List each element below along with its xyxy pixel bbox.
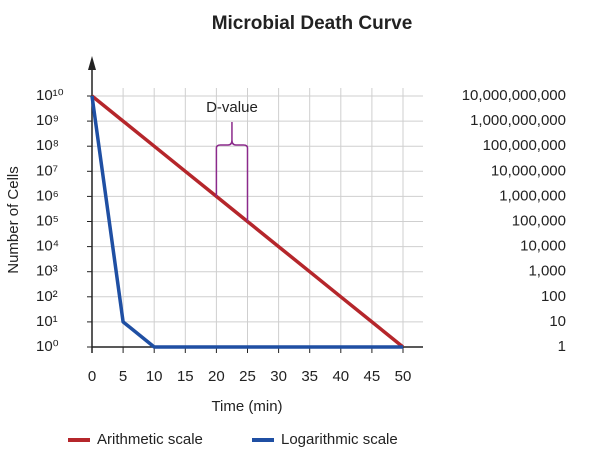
y-tick-label: 10² bbox=[36, 288, 58, 305]
y2-tick-label: 1,000,000 bbox=[499, 187, 566, 204]
x-tick-label: 50 bbox=[395, 368, 412, 385]
chart-title: Microbial Death Curve bbox=[212, 13, 413, 34]
x-tick-label: 30 bbox=[270, 368, 287, 385]
y-tick-label: 10⁶ bbox=[36, 187, 59, 204]
y-axis-label: Number of Cells bbox=[5, 166, 22, 274]
x-tick-label: 15 bbox=[177, 368, 194, 385]
y2-tick-label: 100 bbox=[541, 288, 566, 305]
y-tick-label: 10⁷ bbox=[36, 162, 58, 179]
y2-tick-label: 1,000,000,000 bbox=[470, 112, 566, 129]
y-tick-label: 10⁵ bbox=[36, 212, 59, 229]
x-tick-label: 10 bbox=[146, 368, 163, 385]
y-tick-label: 10³ bbox=[36, 263, 58, 280]
y-axis-arrow bbox=[88, 56, 96, 70]
x-axis-label: Time (min) bbox=[211, 398, 282, 415]
y2-tick-label: 10,000,000 bbox=[491, 162, 566, 179]
annotation-bracket bbox=[215, 122, 249, 222]
x-tick-label: 5 bbox=[119, 368, 127, 385]
y-tick-label: 10¹ bbox=[36, 313, 58, 330]
legend-label: Arithmetic scale bbox=[97, 431, 203, 448]
y2-tick-label: 10,000 bbox=[520, 238, 566, 255]
y2-tick-label: 10,000,000,000 bbox=[462, 87, 566, 104]
x-tick-label: 45 bbox=[364, 368, 381, 385]
x-tick-label: 25 bbox=[239, 368, 256, 385]
x-tick-label: 0 bbox=[88, 368, 96, 385]
y-tick-label: 10¹⁰ bbox=[36, 87, 64, 104]
legend-label: Logarithmic scale bbox=[281, 431, 398, 448]
y2-tick-label: 100,000,000 bbox=[483, 137, 566, 154]
y2-tick-label: 1 bbox=[558, 338, 566, 355]
y-tick-label: 10⁹ bbox=[36, 112, 59, 129]
y2-tick-label: 1,000 bbox=[528, 263, 566, 280]
y2-tick-label: 10 bbox=[549, 313, 566, 330]
x-tick-label: 20 bbox=[208, 368, 225, 385]
series-line bbox=[90, 95, 403, 349]
y-tick-label: 10⁸ bbox=[36, 137, 59, 154]
y-tick-label: 10⁰ bbox=[36, 338, 59, 355]
x-tick-label: 35 bbox=[301, 368, 318, 385]
y2-tick-label: 100,000 bbox=[512, 212, 566, 229]
annotation: D-value bbox=[206, 99, 258, 116]
x-tick-label: 40 bbox=[332, 368, 349, 385]
y-tick-label: 10⁴ bbox=[36, 238, 59, 255]
